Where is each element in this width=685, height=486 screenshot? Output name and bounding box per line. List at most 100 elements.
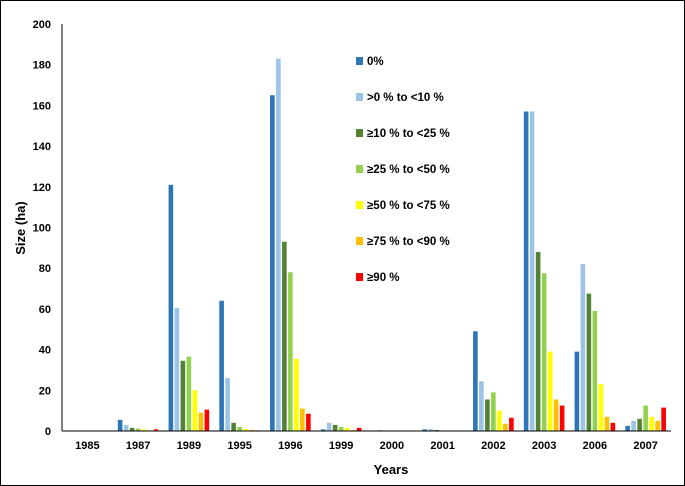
- y-tick-label: 160: [33, 100, 51, 112]
- bar-2003-series-6: [559, 405, 565, 431]
- bar-2007-series-2: [637, 418, 642, 431]
- x-tick-label: 2007: [633, 440, 657, 452]
- bar-2006-series-3: [592, 310, 598, 431]
- bar-2003-series-1: [529, 111, 535, 431]
- bar-2003-series-4: [547, 351, 553, 431]
- x-tick-label: 2000: [380, 440, 404, 452]
- legend-swatch: [356, 57, 363, 65]
- bar-1999-series-0: [320, 429, 326, 431]
- bar-2002-series-3: [491, 392, 496, 431]
- x-tick-label: 1996: [278, 440, 302, 452]
- legend-label: ≥10 % to <25 %: [367, 128, 450, 140]
- y-tick-label: 200: [33, 19, 51, 31]
- legend-swatch: [356, 129, 363, 137]
- bar-2006-series-4: [598, 384, 604, 431]
- bar-2001-series-1: [428, 428, 433, 431]
- x-tick-label: 2003: [532, 440, 556, 452]
- bar-2006-series-6: [610, 422, 616, 431]
- y-axis-title: Size (ha): [13, 201, 28, 254]
- x-axis-title: Years: [374, 462, 409, 477]
- y-tick-label: 180: [33, 60, 51, 72]
- bar-1999-series-6: [356, 427, 362, 431]
- legend-swatch: [356, 237, 363, 245]
- bar-1996-series-3: [288, 272, 293, 431]
- bar-1989-series-1: [174, 307, 180, 431]
- bar-2002-series-2: [485, 399, 490, 431]
- x-tick-labels: 1985 1987 1989 1995 1996 1999 2000 2001 2002 2003…: [75, 440, 658, 452]
- bar-1995-series-3: [237, 426, 242, 431]
- legend-label: ≥90 %: [367, 272, 400, 284]
- bar-2006-series-2: [586, 293, 592, 431]
- bar-2002-series-5: [503, 423, 508, 431]
- bar-1995-series-1: [225, 378, 230, 431]
- bar-1989-series-4: [192, 390, 198, 431]
- legend-label: ≥75 % to <90 %: [367, 236, 450, 248]
- legend-swatch: [356, 93, 363, 101]
- bar-2007-series-6: [661, 407, 666, 431]
- bar-1996-series-0: [270, 95, 275, 431]
- bar-1999-series-4: [344, 427, 350, 431]
- x-tick-label: 2002: [481, 440, 505, 452]
- legend-label: ≥25 % to <50 %: [367, 164, 450, 176]
- bar-1996-series-4: [294, 358, 299, 431]
- bar-2003-series-3: [541, 273, 547, 431]
- x-tick-label: 1989: [177, 440, 201, 452]
- bar-1989-series-3: [186, 356, 192, 431]
- bar-2006-series-1: [580, 264, 586, 431]
- bars-group: [117, 58, 666, 432]
- bar-1987-series-2: [129, 427, 135, 431]
- bar-1987-series-0: [117, 419, 123, 431]
- bar-1995-series-4: [243, 428, 248, 431]
- bar-2007-series-1: [631, 420, 636, 431]
- legend-swatch: [356, 273, 363, 281]
- x-tick-label: 2001: [430, 440, 454, 452]
- bar-2002-series-1: [479, 381, 484, 431]
- bar-2002-series-0: [473, 331, 478, 431]
- bar-2003-series-5: [553, 399, 559, 431]
- legend-label: >0 % to <10 %: [367, 92, 444, 104]
- bar-1989-series-6: [204, 409, 210, 431]
- bar-1987-series-4: [141, 429, 147, 431]
- y-tick-label: 120: [33, 182, 51, 194]
- y-tick-label: 40: [39, 345, 51, 357]
- legend-swatch: [356, 201, 363, 209]
- bar-1996-series-1: [276, 58, 281, 432]
- y-tick-label: 60: [39, 304, 51, 316]
- legend-label: ≥50 % to <75 %: [367, 200, 450, 212]
- bar-1996-series-6: [306, 413, 311, 431]
- bar-1989-series-5: [198, 412, 204, 431]
- bar-2001-series-2: [434, 429, 439, 431]
- x-tick-label: 1985: [75, 440, 99, 452]
- y-tick-label: 0: [45, 426, 51, 438]
- y-tick-label: 20: [39, 385, 51, 397]
- bar-1999-series-1: [326, 422, 332, 431]
- x-tick-label: 2006: [583, 440, 607, 452]
- bar-1989-series-0: [168, 184, 174, 431]
- bar-2001-series-0: [422, 429, 427, 431]
- legend-label: 0%: [367, 56, 384, 68]
- bar-1999-series-5: [350, 429, 356, 431]
- bar-2002-series-4: [497, 410, 502, 431]
- bar-2007-series-4: [649, 416, 654, 431]
- x-tick-label: 1987: [126, 440, 150, 452]
- x-tick-label: 1999: [329, 440, 353, 452]
- bar-1987-series-6: [153, 429, 159, 431]
- y-tick-label: 100: [33, 223, 51, 235]
- bar-1999-series-3: [338, 426, 344, 431]
- legend-swatch: [356, 165, 363, 173]
- x-tick-label: 1995: [227, 440, 251, 452]
- bar-1996-series-2: [282, 241, 287, 431]
- bar-1987-series-1: [123, 424, 129, 431]
- bar-2000-series-1: [377, 429, 383, 431]
- y-tick-label: 140: [33, 141, 51, 153]
- bar-1999-series-2: [332, 424, 338, 431]
- bar-2006-series-5: [604, 416, 610, 431]
- bar-2002-series-6: [509, 417, 514, 431]
- bar-1996-series-5: [300, 408, 305, 431]
- y-tick-labels: 0 20 40 60 80 100 120 140 160 180 200: [33, 19, 51, 438]
- bar-2003-series-0: [523, 111, 529, 431]
- bar-1995-series-5: [249, 429, 254, 431]
- legend: 0% >0 % to <10 % ≥10 % to <25 % ≥25 % to <5…: [356, 56, 450, 284]
